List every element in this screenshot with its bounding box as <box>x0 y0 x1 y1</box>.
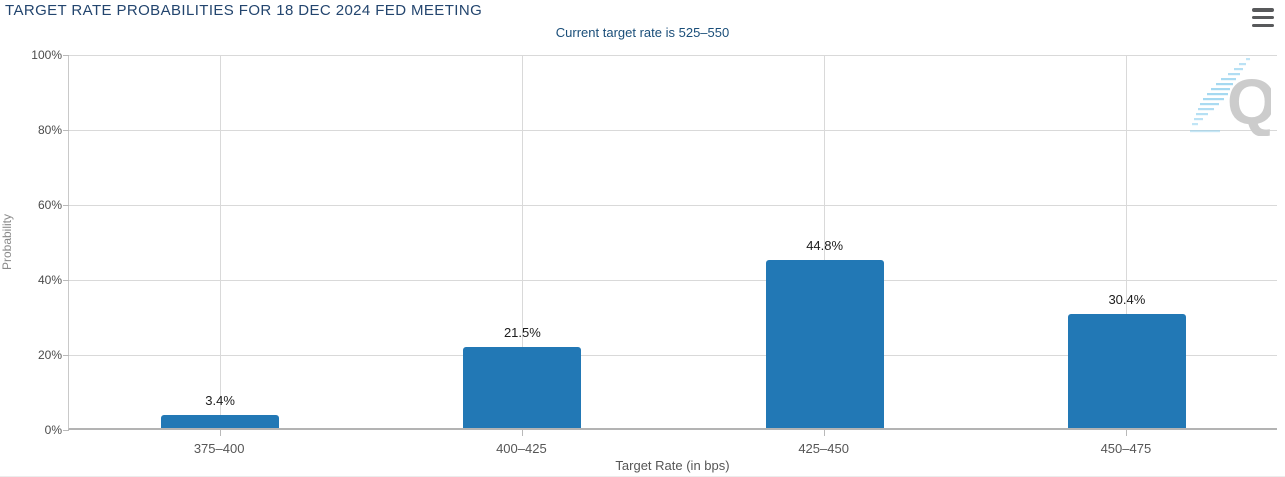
probability-bar[interactable] <box>463 347 582 428</box>
y-axis-tick <box>63 280 69 281</box>
y-axis-tick-label: 80% <box>37 123 62 137</box>
x-axis-tick <box>220 430 221 436</box>
probability-bar[interactable] <box>1067 314 1186 428</box>
chart-title: TARGET RATE PROBABILITIES FOR 18 DEC 202… <box>5 2 483 19</box>
bar-value-label: 21.5% <box>503 325 541 341</box>
x-axis-category-label: 425–450 <box>798 441 849 456</box>
hamburger-bar <box>1252 23 1274 27</box>
bar-value-label: 44.8% <box>806 238 844 253</box>
gridline-horizontal <box>69 205 1277 206</box>
x-axis-title: Target Rate (in bps) <box>615 458 730 473</box>
y-axis-tick <box>63 130 69 131</box>
probability-bar[interactable] <box>161 415 280 428</box>
hamburger-bar <box>1252 15 1274 20</box>
hamburger-menu-icon[interactable] <box>1252 8 1274 27</box>
y-axis-tick-label: 0% <box>44 423 62 437</box>
y-axis-tick <box>63 205 69 206</box>
gridline-horizontal <box>69 55 1277 56</box>
bar-value-label: 3.4% <box>205 393 235 409</box>
gridline-vertical <box>824 55 825 428</box>
gridline-horizontal <box>69 355 1277 356</box>
y-axis-labels: 0% 20% 40% 60% 80% 100% <box>0 48 62 437</box>
x-axis-category-label: 450–475 <box>1100 441 1152 456</box>
x-axis-category-label: 400–425 <box>496 441 547 456</box>
x-axis-tick <box>824 430 825 436</box>
gridline-vertical <box>220 55 221 428</box>
x-axis-tick <box>522 430 523 436</box>
y-axis-tick-label: 100% <box>31 48 62 62</box>
x-axis-tick <box>1126 430 1127 436</box>
hamburger-bar <box>1252 8 1274 12</box>
bar-value-label: 30.4% <box>1108 292 1146 307</box>
y-axis-tick <box>63 430 69 431</box>
chart-subtitle: Current target rate is 525–550 <box>555 25 730 40</box>
gridline-vertical <box>1126 55 1127 428</box>
y-axis-tick-label: 20% <box>37 348 62 362</box>
x-axis-labels: 375–400 400–425 425–450 450–475 <box>68 441 1277 457</box>
y-axis-tick <box>63 55 69 56</box>
y-axis-tick-label: 60% <box>37 198 62 212</box>
plot-area: 3.4% 21.5% 44.8% 30.4% <box>63 55 1277 436</box>
probability-bar[interactable] <box>765 260 884 428</box>
gridline-horizontal <box>69 280 1277 281</box>
x-axis-category-label: 375–400 <box>193 441 245 456</box>
y-axis-tick <box>63 355 69 356</box>
gridline-horizontal <box>69 130 1277 131</box>
y-axis-tick-label: 40% <box>37 273 62 287</box>
gridline-vertical <box>522 55 523 428</box>
